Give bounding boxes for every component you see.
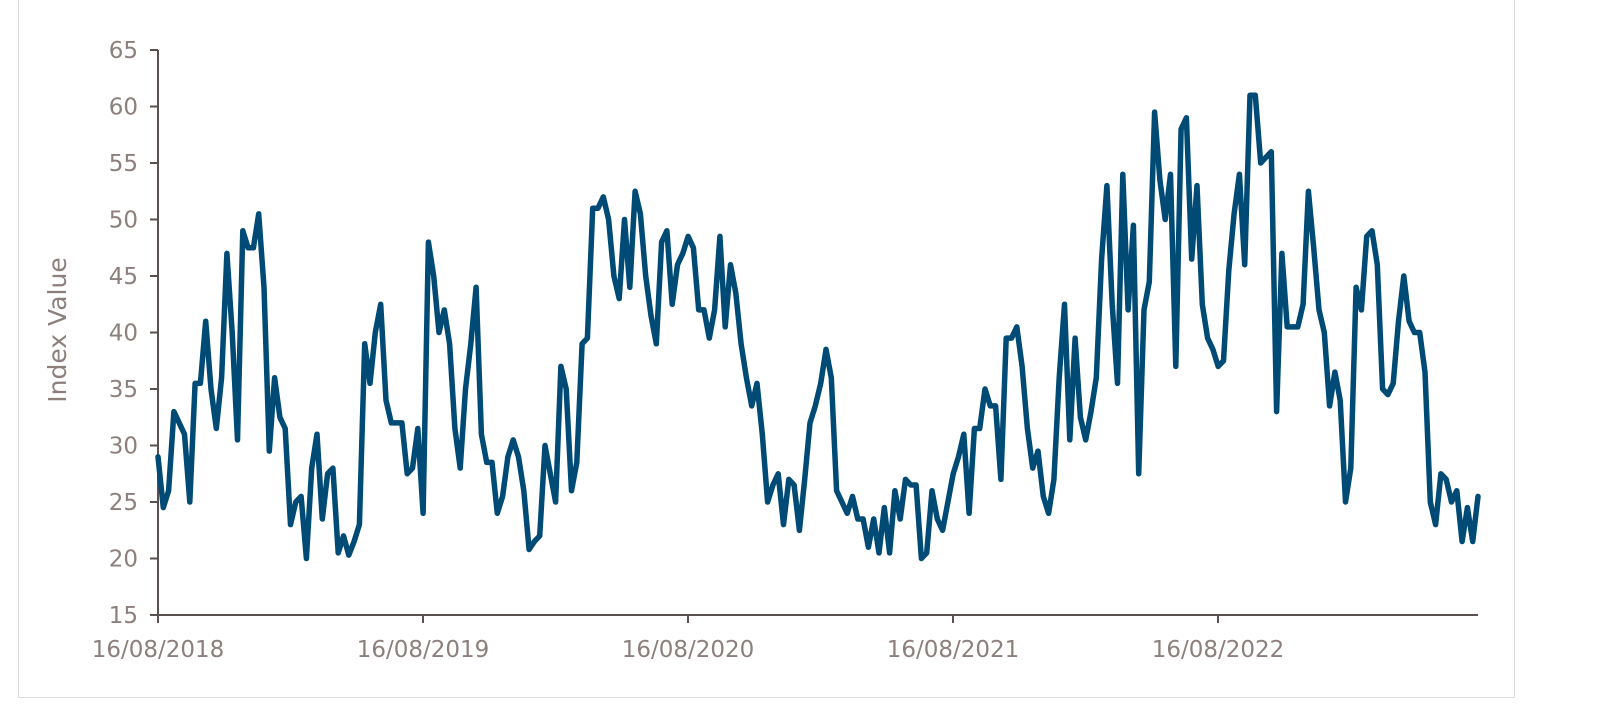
- y-tick-label: 55: [109, 151, 138, 177]
- y-tick-label: 30: [109, 434, 138, 460]
- series-line-index-value: [155, 92, 1481, 562]
- chart-frame: [18, 0, 1515, 698]
- y-tick-label: 15: [109, 603, 138, 629]
- y-tick-label: 60: [109, 95, 138, 121]
- y-tick-label: 40: [109, 321, 138, 347]
- y-axis-ticks: 15 20 25 30 35 40 45 50 55 60 65: [109, 38, 158, 629]
- x-tick-label: 16/08/2021: [887, 637, 1020, 663]
- x-tick-label: 16/08/2022: [1152, 637, 1285, 663]
- y-tick-label: 20: [109, 547, 138, 573]
- y-tick-label: 50: [109, 208, 138, 234]
- y-tick-label: 45: [109, 264, 138, 290]
- x-tick-label: 16/08/2020: [622, 637, 755, 663]
- y-tick-label: 25: [109, 490, 138, 516]
- x-axis-ticks: 16/08/2018 16/08/2019 16/08/2020 16/08/2021…: [92, 615, 1285, 663]
- y-axis-title: Index Value: [43, 257, 72, 402]
- y-tick-label: 35: [109, 377, 138, 403]
- x-tick-label: 16/08/2019: [357, 637, 490, 663]
- x-tick-label: 16/08/2018: [92, 637, 225, 663]
- y-tick-label: 65: [109, 38, 138, 64]
